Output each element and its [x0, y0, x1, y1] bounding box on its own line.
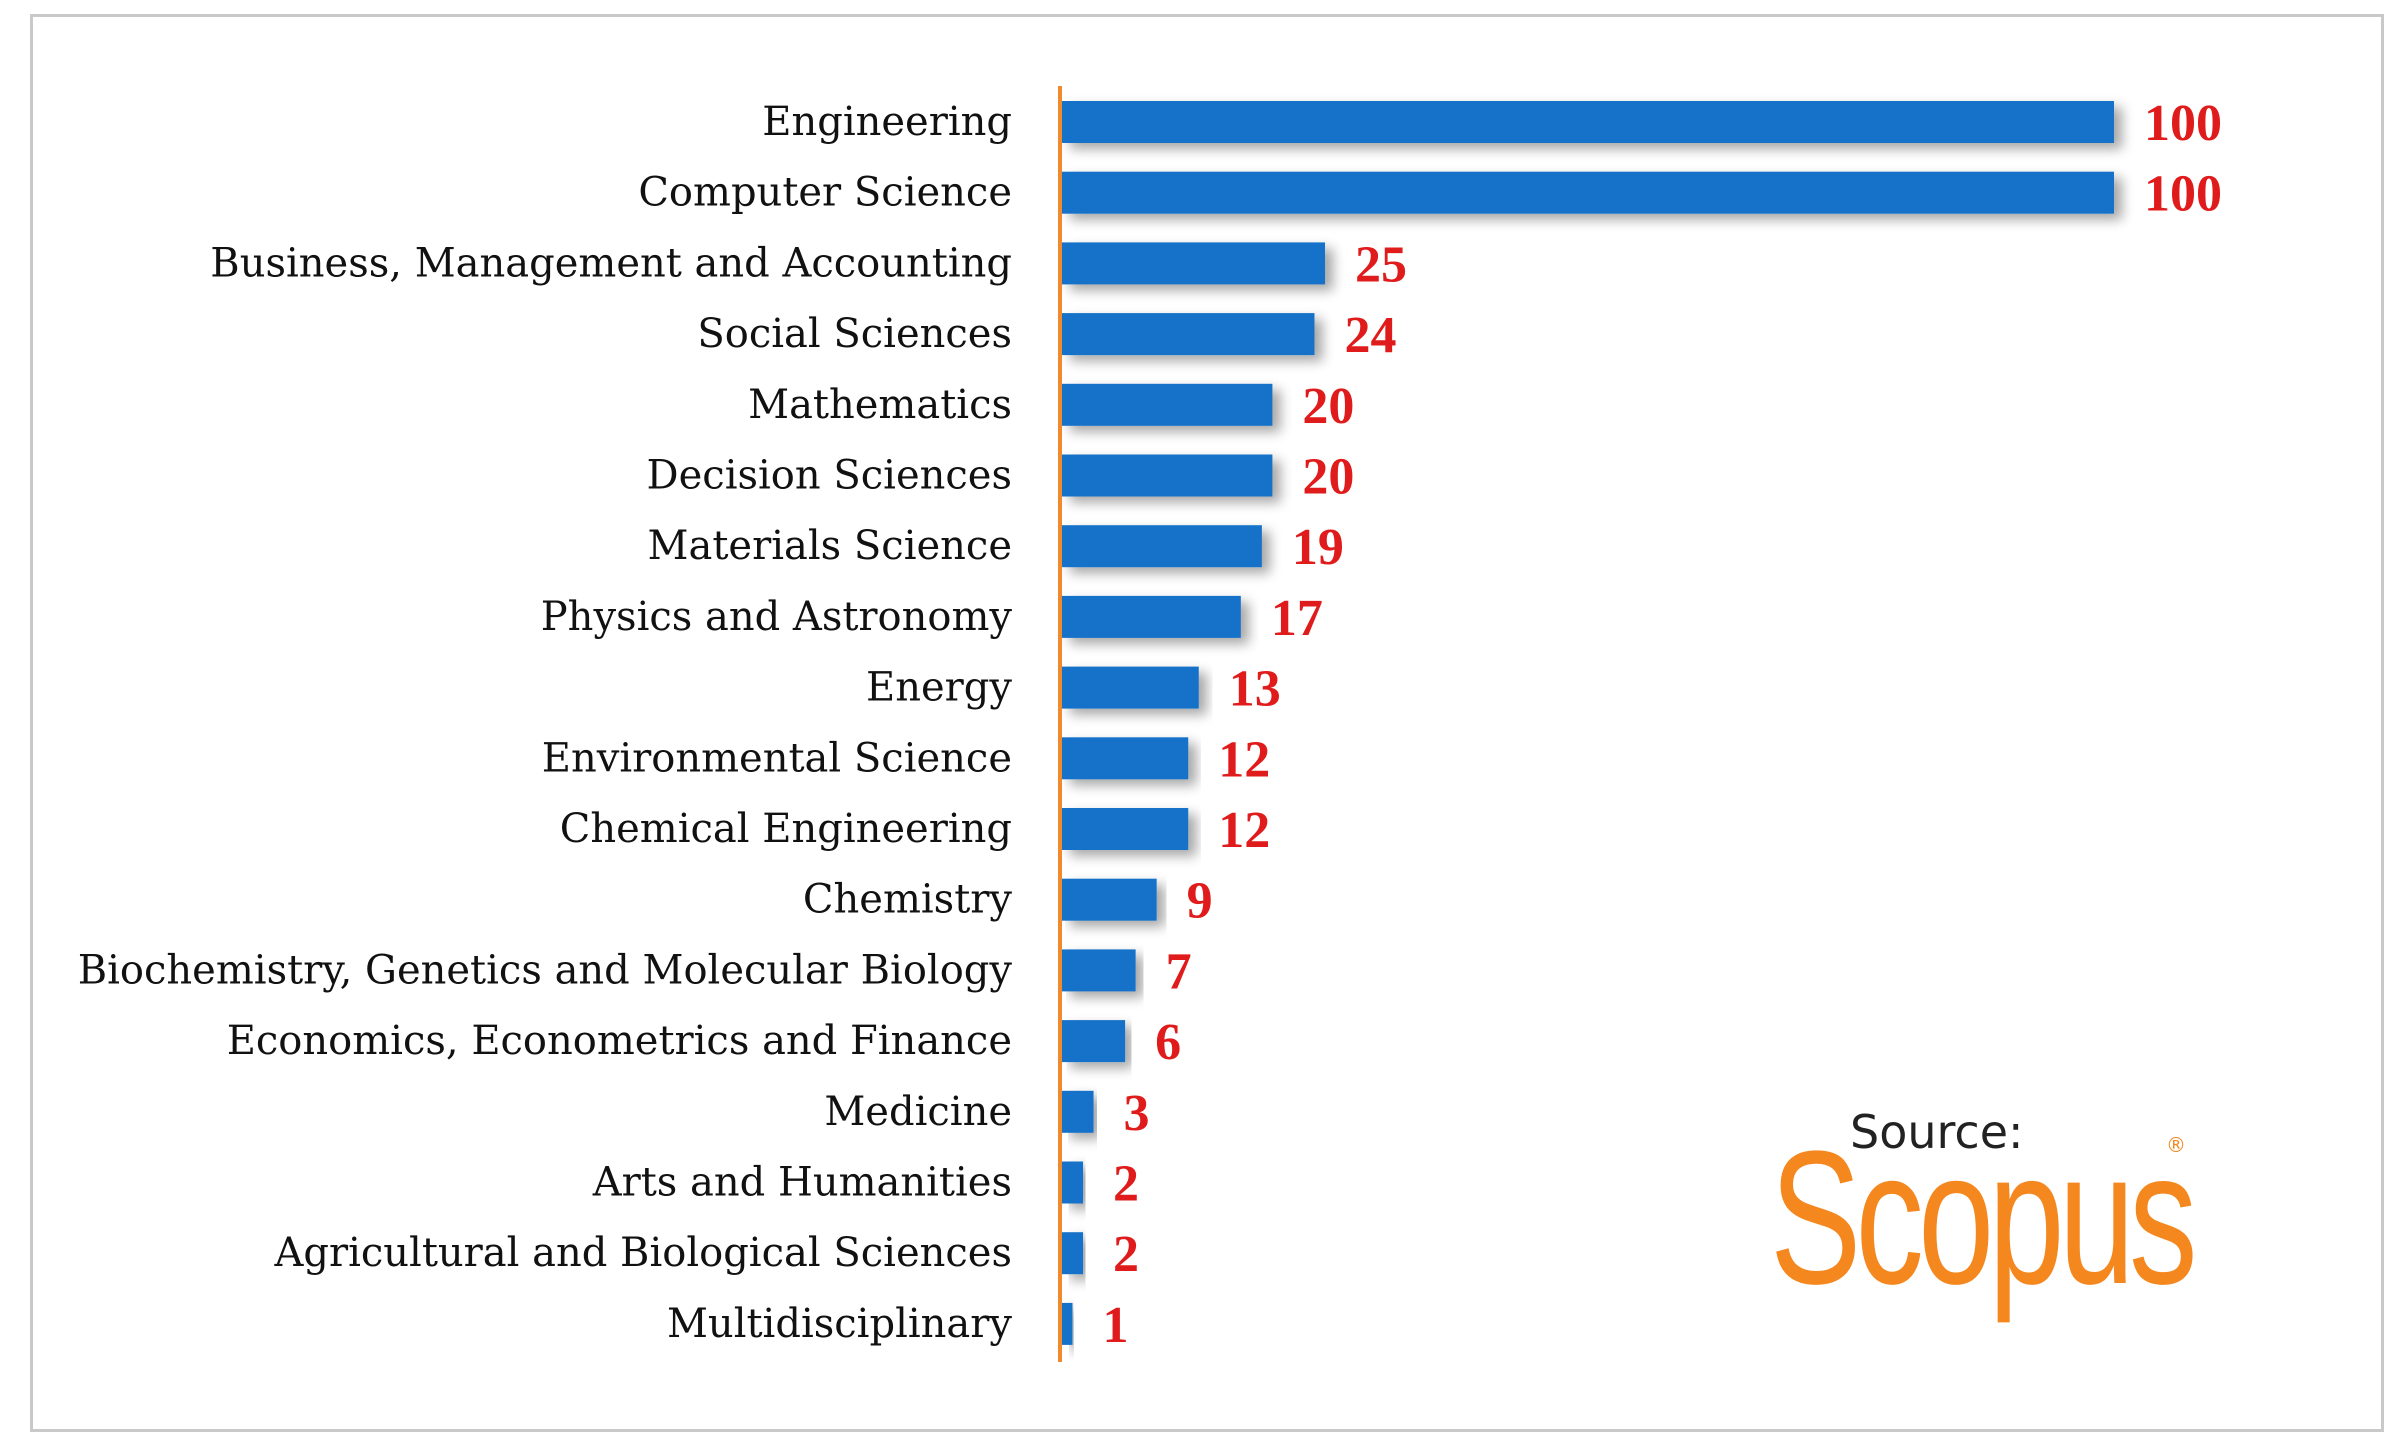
- scopus-logo-text: Scopus: [1770, 1112, 2197, 1324]
- value-label: 1: [1103, 1297, 1129, 1354]
- value-label: 3: [1124, 1085, 1150, 1142]
- value-label: 2: [1113, 1156, 1139, 1213]
- bar: [1062, 1232, 1084, 1275]
- category-label: Business, Management and Accounting: [210, 240, 1012, 286]
- value-label: 20: [1302, 449, 1354, 506]
- category-label: Agricultural and Biological Sciences: [273, 1230, 1012, 1276]
- category-label: Arts and Humanities: [592, 1160, 1012, 1206]
- category-label: Mathematics: [748, 382, 1012, 428]
- category-label: Economics, Econometrics and Finance: [227, 1018, 1012, 1064]
- bar: [1062, 1161, 1084, 1204]
- source-label: Source:: [1850, 1105, 2024, 1159]
- value-label: 2: [1113, 1226, 1139, 1283]
- value-label: 13: [1229, 661, 1281, 718]
- bar: [1062, 595, 1241, 638]
- value-label: 24: [1344, 307, 1396, 364]
- category-label: Computer Science: [638, 170, 1012, 216]
- category-label: Medicine: [824, 1089, 1012, 1135]
- category-label: Multidisciplinary: [667, 1301, 1012, 1347]
- category-label: Decision Sciences: [647, 453, 1012, 499]
- bar: [1062, 737, 1189, 780]
- bar: [1062, 666, 1199, 709]
- value-label: 7: [1166, 943, 1192, 1000]
- bar: [1062, 1020, 1126, 1063]
- bar: [1062, 878, 1157, 921]
- bar: [1062, 525, 1262, 568]
- value-label: 100: [2144, 95, 2222, 152]
- bar: [1062, 1090, 1094, 1133]
- category-label: Chemistry: [803, 877, 1012, 923]
- bar: [1062, 808, 1189, 850]
- value-label: 6: [1155, 1014, 1181, 1071]
- bar: [1062, 101, 2114, 143]
- bar: [1062, 171, 2114, 214]
- source-logo: Source: Scopus ®: [1770, 1105, 2197, 1365]
- bar: [1062, 454, 1273, 497]
- category-label: Chemical Engineering: [560, 806, 1012, 852]
- value-label: 19: [1292, 519, 1344, 576]
- bar: [1062, 242, 1325, 285]
- category-label: Physics and Astronomy: [541, 594, 1013, 640]
- bar: [1062, 949, 1136, 992]
- value-label: 12: [1218, 802, 1270, 859]
- category-label: Energy: [866, 665, 1012, 711]
- category-label: Social Sciences: [697, 311, 1012, 357]
- value-label: 17: [1271, 590, 1323, 647]
- registered-mark: ®: [2166, 1133, 2186, 1157]
- value-label: 9: [1187, 873, 1213, 930]
- value-label: 25: [1355, 236, 1407, 293]
- category-label: Environmental Science: [542, 735, 1012, 781]
- value-label: 100: [2144, 166, 2222, 223]
- bar: [1062, 383, 1273, 426]
- category-label: Materials Science: [648, 523, 1012, 569]
- value-label: 20: [1302, 378, 1354, 435]
- category-label: Biochemistry, Genetics and Molecular Bio…: [78, 947, 1013, 993]
- value-label: 12: [1218, 731, 1270, 788]
- category-label: Engineering: [762, 99, 1012, 145]
- bar: [1062, 313, 1315, 356]
- bar: [1062, 1302, 1073, 1345]
